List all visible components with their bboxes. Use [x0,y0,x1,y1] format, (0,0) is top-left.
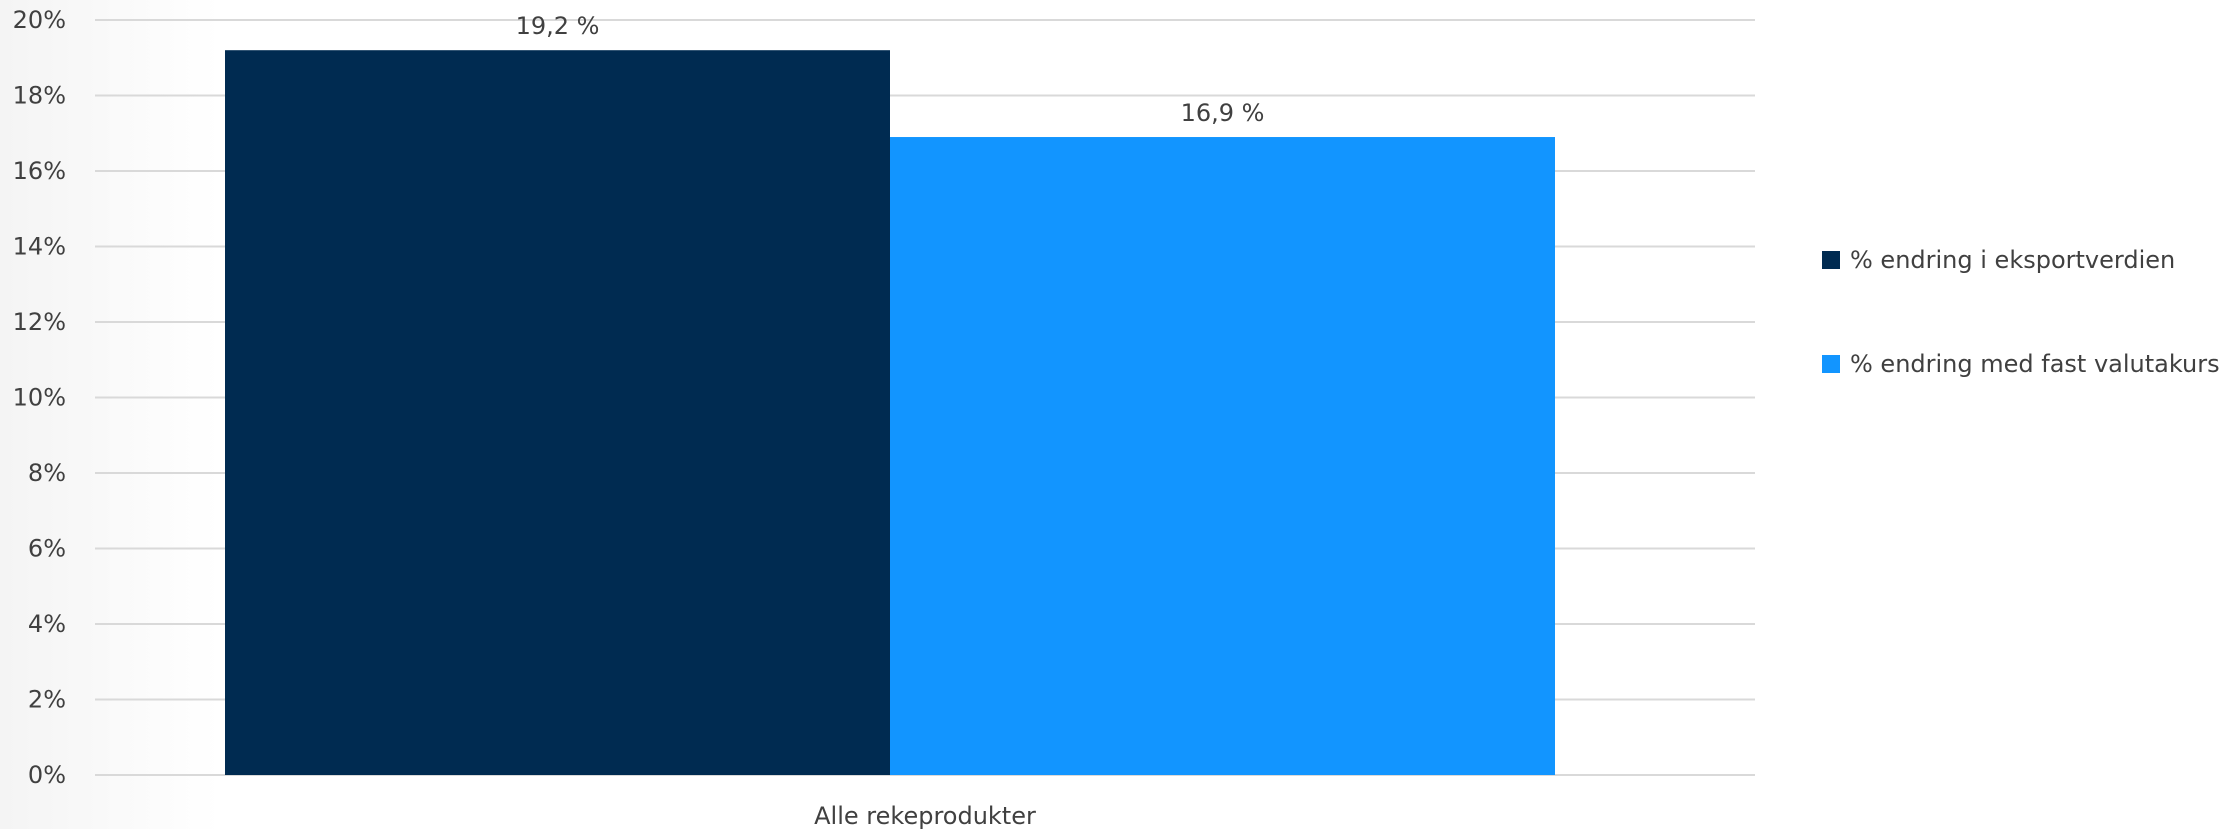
y-tick-label: 0% [28,761,66,789]
legend-item-fixed-currency: % endring med fast valutakurs [1822,344,2220,384]
y-tick-label: 18% [13,82,66,110]
data-label-export-value: 19,2 % [516,12,600,40]
y-tick-label: 14% [13,233,66,261]
x-tick-label: Alle rekeprodukter [814,802,1036,829]
x-axis-ticks: Alle rekeprodukter [814,802,1036,829]
data-labels: 19,2 % 16,9 % [516,12,1265,127]
legend-item-export-value: % endring i eksportverdien [1822,240,2220,280]
legend-swatch-export-value [1822,251,1840,269]
y-axis-ticks: 0% 2% 4% 6% 8% 10% 12% 14% 16% 18% 20% [13,6,66,789]
bar-fixed-currency [890,137,1555,775]
y-tick-label: 4% [28,610,66,638]
legend: % endring i eksportverdien % endring med… [1822,240,2220,448]
y-tick-label: 2% [28,686,66,714]
bars [225,50,1555,775]
legend-label-fixed-currency: % endring med fast valutakurs [1850,350,2220,378]
y-tick-label: 10% [13,384,66,412]
y-tick-label: 12% [13,308,66,336]
data-label-fixed-currency: 16,9 % [1181,99,1265,127]
bar-export-value [225,50,890,775]
legend-label-export-value: % endring i eksportverdien [1850,246,2176,274]
y-tick-label: 20% [13,6,66,34]
y-tick-label: 16% [13,157,66,185]
y-tick-label: 8% [28,459,66,487]
y-tick-label: 6% [28,535,66,563]
legend-swatch-fixed-currency [1822,355,1840,373]
